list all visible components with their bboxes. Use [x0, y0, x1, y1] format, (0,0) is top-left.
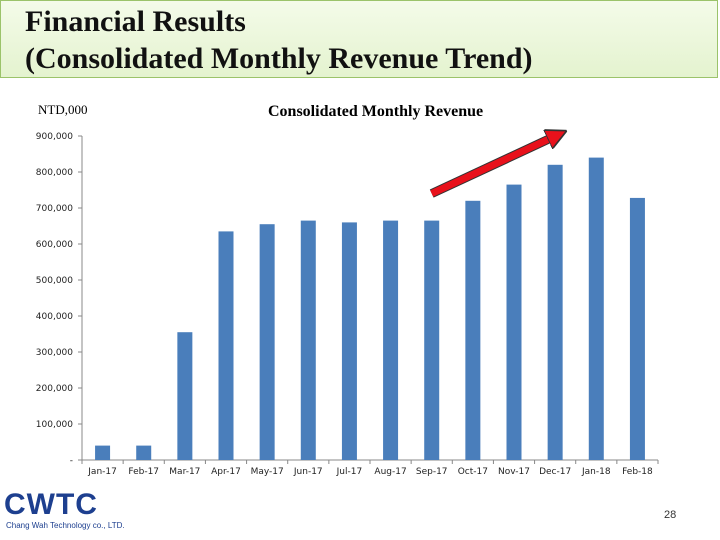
slide-title-line-1: Financial Results	[25, 5, 246, 38]
x-tick-label: Oct-17	[458, 467, 488, 477]
revenue-bar	[629, 197, 645, 461]
trend-arrow	[430, 134, 560, 197]
y-tick-label: 400,000	[36, 312, 73, 322]
revenue-bar	[383, 220, 399, 460]
revenue-bar	[177, 332, 193, 460]
y-tick-label: 200,000	[36, 384, 73, 394]
x-tick-label: Feb-18	[622, 467, 653, 477]
revenue-bar	[300, 220, 316, 460]
title-banner: Financial Results (Consolidated Monthly …	[0, 0, 718, 78]
revenue-bar	[95, 445, 111, 460]
x-tick-label: Feb-17	[128, 467, 159, 477]
revenue-bar	[424, 220, 440, 460]
y-tick-label: 900,000	[36, 132, 73, 142]
x-tick-label: Jan-18	[581, 467, 611, 477]
x-tick-label: Sep-17	[416, 467, 448, 477]
y-tick-label: 600,000	[36, 240, 73, 250]
revenue-bar	[341, 222, 357, 460]
company-logo: CWTC Chang Wah Technology co., LTD.	[4, 490, 128, 534]
revenue-bar	[465, 200, 481, 461]
x-tick-label: Dec-17	[539, 467, 571, 477]
y-tick-label: 800,000	[36, 168, 73, 178]
revenue-bar	[588, 157, 604, 460]
logo-subtitle: Chang Wah Technology co., LTD.	[6, 521, 125, 530]
y-tick-label: -	[70, 456, 73, 466]
page-number: 28	[664, 509, 677, 521]
x-tick-label: Jul-17	[336, 467, 363, 477]
x-tick-label: Jan-17	[87, 467, 117, 477]
revenue-bar	[136, 445, 152, 460]
revenue-bar-chart: - 100,000 200,000 300,000 400,000 500,000 600,…	[36, 120, 659, 477]
y-tick-label: 500,000	[36, 276, 73, 286]
logo-wordmark: CWTC	[4, 488, 98, 521]
revenue-bar	[506, 184, 522, 460]
y-tick-label: 100,000	[36, 420, 73, 430]
x-tick-label: May-17	[251, 467, 284, 477]
x-tick-label: Apr-17	[211, 467, 241, 477]
revenue-bar	[259, 224, 275, 460]
x-tick-label: Jun-17	[293, 467, 323, 477]
revenue-bar	[547, 164, 563, 461]
y-tick-label: 700,000	[36, 204, 73, 214]
y-tick-label: 300,000	[36, 348, 73, 358]
chart-title: Consolidated Monthly Revenue	[268, 103, 484, 120]
slide-title-line-2: (Consolidated Monthly Revenue Trend)	[25, 42, 533, 75]
revenue-bar	[218, 231, 234, 460]
x-tick-label: Aug-17	[374, 467, 406, 477]
x-tick-label: Mar-17	[169, 467, 200, 477]
x-tick-label: Nov-17	[498, 467, 530, 477]
unit-label: NTD,000	[38, 102, 88, 117]
